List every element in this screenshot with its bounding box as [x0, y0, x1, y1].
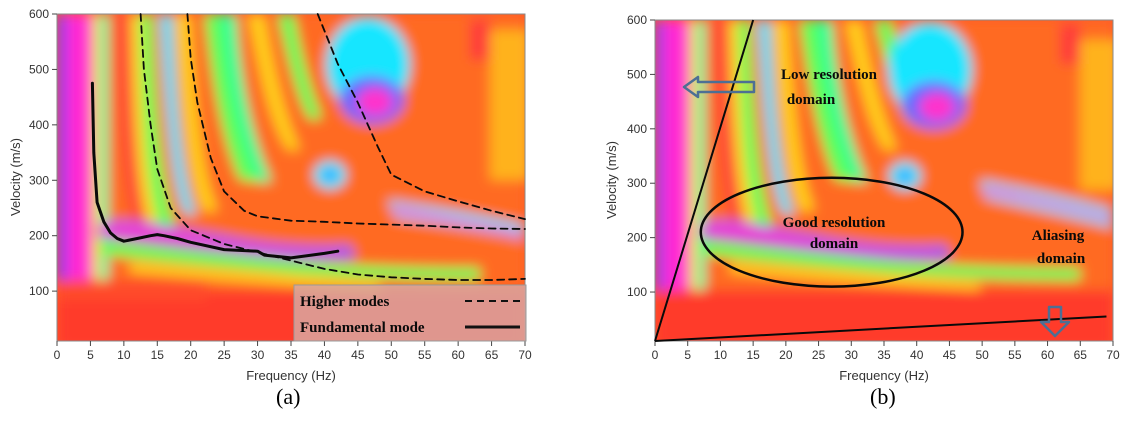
panel-a-axes: 0 5 10 15 20 25 30 35 40 45 50 55 60 65 70 100 200 300 400…	[29, 7, 532, 362]
annotation-aliasing-domain: domain	[1037, 251, 1086, 267]
y-tick-label: 500	[627, 67, 647, 81]
panel-b-x-axis-label: Frequency (Hz)	[839, 368, 929, 383]
x-tick-label: 55	[418, 348, 432, 362]
annotation-low-resolution: Low resolution	[781, 67, 878, 83]
x-tick-label: 35	[284, 348, 298, 362]
low-resolution-boundary-line	[654, 19, 755, 342]
x-tick-label: 5	[87, 348, 94, 362]
y-tick-label: 100	[627, 285, 647, 299]
y-tick-label: 300	[627, 176, 647, 190]
y-tick-label: 300	[29, 173, 49, 187]
x-tick-label: 10	[117, 348, 131, 362]
y-tick-label: 100	[29, 284, 49, 298]
x-tick-label: 70	[518, 348, 532, 362]
panel-a-heatmap	[57, 14, 525, 341]
x-tick-label: 65	[1074, 348, 1088, 362]
x-tick-label: 25	[217, 348, 231, 362]
panel-b-axes: 0 5 10 15 20 25 30 35 40 45 50 55 60 65 70 100 200 300 400…	[627, 13, 1120, 362]
y-tick-label: 500	[29, 62, 49, 76]
annotation-low-resolution-domain: domain	[787, 92, 836, 108]
x-tick-label: 70	[1106, 348, 1120, 362]
panel-a-legend: Higher modes Fundamental mode	[293, 284, 527, 342]
panel-a-x-axis-label: Frequency (Hz)	[246, 368, 336, 383]
panel-b-y-axis-label: Velocity (m/s)	[604, 141, 619, 219]
y-tick-label: 600	[627, 13, 647, 27]
x-tick-label: 65	[485, 348, 499, 362]
down-arrow-icon	[1039, 305, 1071, 338]
y-tick-label: 200	[627, 231, 647, 245]
x-tick-label: 20	[779, 348, 793, 362]
higher-mode-curve	[139, 13, 526, 281]
x-tick-label: 60	[451, 348, 465, 362]
x-tick-label: 5	[684, 348, 691, 362]
annotation-good-resolution-domain: domain	[810, 236, 859, 252]
panel-a-y-axis-label: Velocity (m/s)	[8, 138, 23, 216]
x-tick-label: 45	[943, 348, 957, 362]
x-tick-label: 45	[351, 348, 365, 362]
panel-b: 0 5 10 15 20 25 30 35 40 45 50 55 60 65 70 100 200 300 400…	[604, 13, 1120, 383]
panel-b-label: (b)	[870, 384, 896, 409]
x-tick-label: 20	[184, 348, 198, 362]
x-tick-label: 35	[877, 348, 891, 362]
higher-mode-curve	[186, 13, 526, 230]
x-tick-label: 60	[1041, 348, 1055, 362]
x-tick-label: 0	[54, 348, 61, 362]
panel-b-heatmap	[655, 20, 1113, 341]
panel-b-overlay	[654, 19, 1107, 342]
annotation-good-resolution: Good resolution	[783, 215, 886, 231]
x-tick-label: 15	[746, 348, 760, 362]
legend-label-higher-modes: Higher modes	[300, 294, 389, 310]
x-tick-label: 50	[975, 348, 989, 362]
x-tick-label: 15	[151, 348, 165, 362]
aliasing-boundary-line	[654, 315, 1107, 342]
legend-box	[293, 284, 527, 342]
x-tick-label: 30	[251, 348, 265, 362]
annotation-aliasing: Aliasing	[1032, 228, 1085, 244]
x-tick-label: 0	[652, 348, 659, 362]
x-tick-label: 55	[1008, 348, 1022, 362]
panel-a: 0 5 10 15 20 25 30 35 40 45 50 55 60 65 70 100 200 300 400…	[8, 7, 532, 383]
y-tick-label: 200	[29, 229, 49, 243]
left-arrow-icon	[682, 75, 756, 99]
panel-a-curves	[90, 13, 526, 281]
x-tick-label: 50	[385, 348, 399, 362]
y-tick-label: 400	[627, 122, 647, 136]
good-resolution-ellipse	[699, 176, 964, 288]
y-tick-label: 400	[29, 118, 49, 132]
x-tick-label: 10	[714, 348, 728, 362]
x-tick-label: 40	[318, 348, 332, 362]
x-tick-label: 30	[845, 348, 859, 362]
y-tick-label: 600	[29, 7, 49, 21]
x-tick-label: 25	[812, 348, 826, 362]
panel-a-label: (a)	[276, 384, 301, 409]
x-tick-label: 40	[910, 348, 924, 362]
legend-label-fundamental-mode: Fundamental mode	[300, 320, 425, 336]
fundamental-mode-curve	[90, 81, 340, 260]
